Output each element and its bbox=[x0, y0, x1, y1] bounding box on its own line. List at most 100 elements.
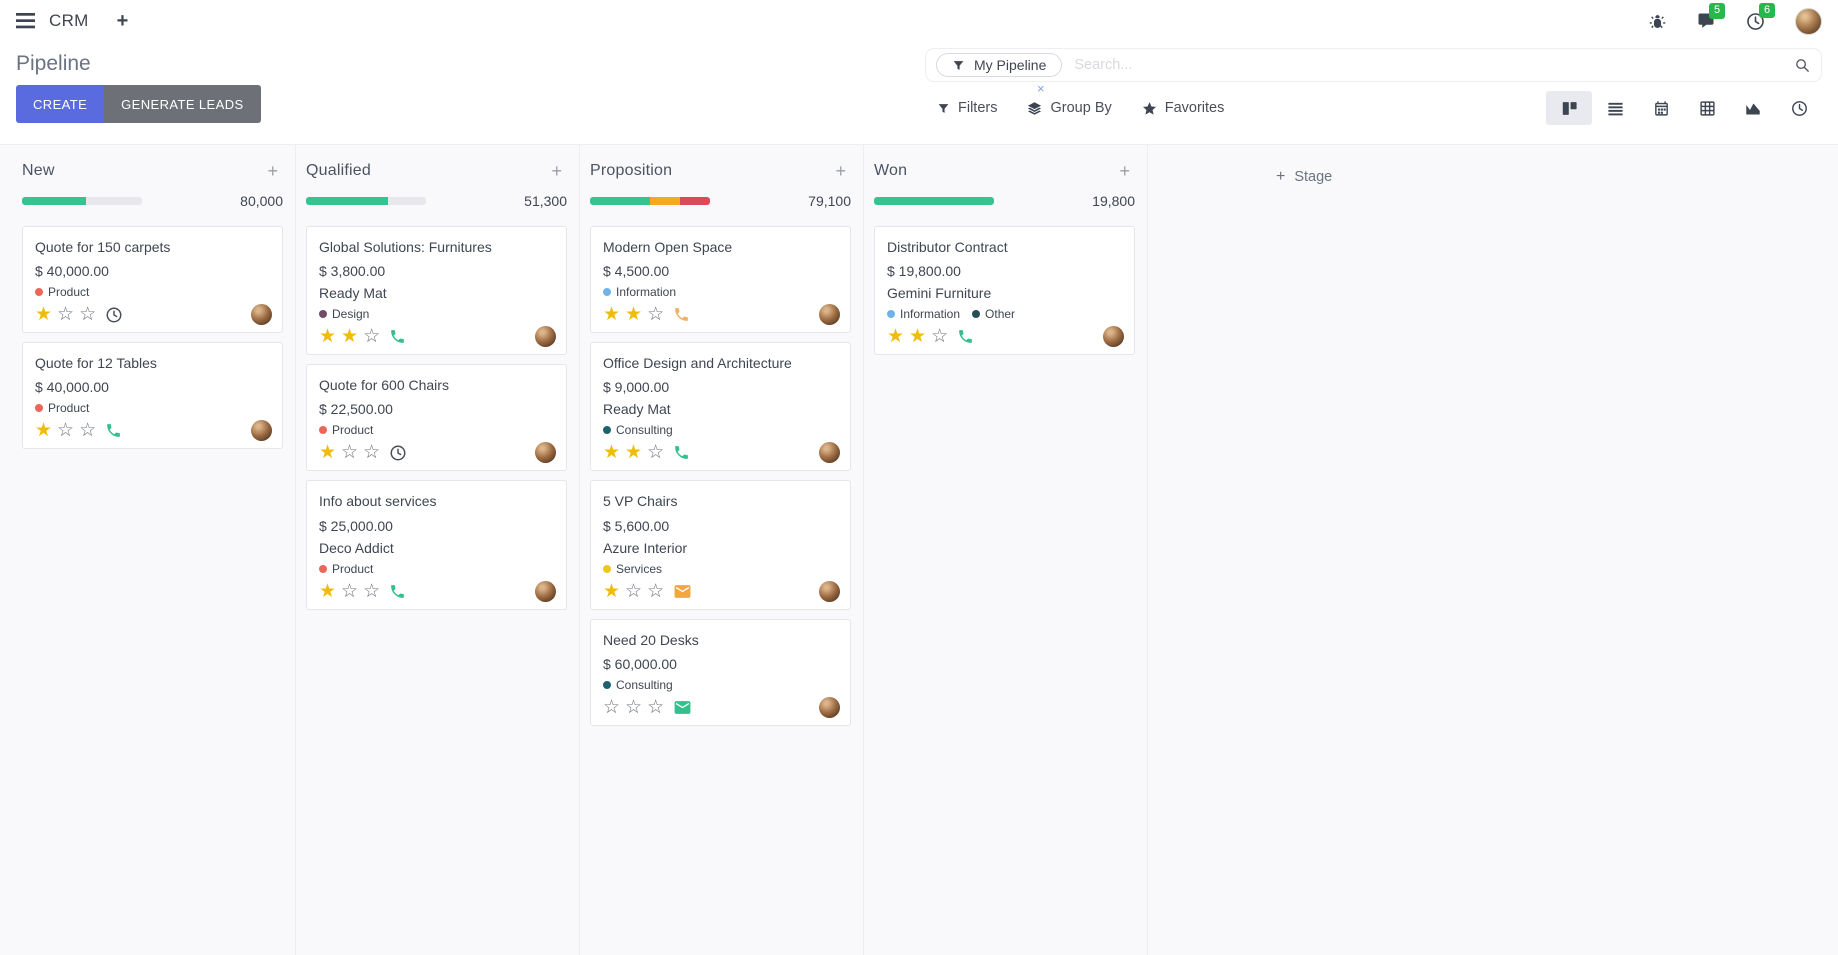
opportunity-card[interactable]: Global Solutions: Furnitures $ 3,800.00 Re… bbox=[306, 226, 567, 356]
view-activity-button[interactable] bbox=[1776, 91, 1822, 125]
add-stage-button[interactable]: + Stage bbox=[1268, 163, 1340, 191]
progress-segment[interactable] bbox=[306, 197, 388, 205]
group-by-button[interactable]: Group By bbox=[1027, 100, 1112, 116]
priority-star[interactable]: ★ bbox=[603, 442, 621, 464]
priority-star[interactable]: ★ bbox=[319, 442, 337, 464]
messages-icon[interactable]: 5 bbox=[1696, 3, 1726, 30]
priority-star[interactable]: ★ bbox=[35, 420, 53, 442]
menu-icon[interactable] bbox=[16, 13, 35, 29]
view-list-button[interactable] bbox=[1592, 91, 1638, 125]
search-input[interactable] bbox=[1074, 57, 1794, 73]
salesperson-avatar[interactable] bbox=[535, 326, 556, 348]
priority-star[interactable]: ★ bbox=[887, 326, 905, 348]
priority-star[interactable]: ☆ bbox=[647, 696, 665, 718]
user-avatar[interactable] bbox=[1795, 7, 1822, 35]
priority-star[interactable]: ☆ bbox=[647, 442, 665, 464]
salesperson-avatar[interactable] bbox=[819, 580, 840, 602]
priority-star[interactable]: ☆ bbox=[625, 696, 643, 718]
priority-star[interactable]: ☆ bbox=[625, 580, 643, 602]
opportunity-card[interactable]: Office Design and Architecture $ 9,000.00… bbox=[590, 342, 851, 472]
priority-star[interactable]: ☆ bbox=[363, 326, 381, 348]
priority-star[interactable]: ★ bbox=[319, 326, 337, 348]
clock-icon[interactable] bbox=[105, 306, 123, 324]
priority-star[interactable]: ☆ bbox=[363, 580, 381, 602]
priority-star[interactable]: ☆ bbox=[647, 304, 665, 326]
phone-icon[interactable] bbox=[673, 444, 690, 461]
priority-star[interactable]: ☆ bbox=[79, 304, 97, 326]
opportunity-card[interactable]: Info about services $ 25,000.00 Deco Addic… bbox=[306, 480, 567, 610]
envelope-icon[interactable] bbox=[673, 582, 692, 601]
new-window-icon[interactable]: + bbox=[116, 10, 129, 32]
view-graph-button[interactable] bbox=[1730, 91, 1776, 125]
priority-star[interactable]: ★ bbox=[625, 442, 643, 464]
clock-icon[interactable] bbox=[389, 444, 407, 462]
opportunity-card[interactable]: Quote for 600 Chairs $ 22,500.00 Product ★ ☆… bbox=[306, 364, 567, 472]
progress-segment[interactable] bbox=[22, 197, 86, 205]
priority-star[interactable]: ☆ bbox=[57, 420, 75, 442]
salesperson-avatar[interactable] bbox=[251, 304, 272, 326]
priority-star[interactable]: ☆ bbox=[57, 304, 75, 326]
opportunity-card[interactable]: Modern Open Space $ 4,500.00 Information ★ ★… bbox=[590, 226, 851, 334]
priority-star[interactable]: ☆ bbox=[363, 442, 381, 464]
priority-star[interactable]: ★ bbox=[909, 326, 927, 348]
progress-segment[interactable] bbox=[874, 197, 994, 205]
priority-star[interactable]: ☆ bbox=[341, 580, 359, 602]
opportunity-card[interactable]: Quote for 12 Tables $ 40,000.00 Product ★ ☆ ☆ bbox=[22, 342, 283, 450]
create-button[interactable]: CREATE bbox=[16, 85, 105, 123]
view-pivot-button[interactable] bbox=[1684, 91, 1730, 125]
salesperson-avatar[interactable] bbox=[819, 696, 840, 718]
phone-icon[interactable] bbox=[105, 422, 122, 439]
activities-icon[interactable]: 6 bbox=[1746, 2, 1776, 31]
search-facet[interactable]: My Pipeline bbox=[936, 53, 1063, 77]
envelope-icon[interactable] bbox=[673, 698, 692, 717]
search-bar[interactable]: My Pipeline bbox=[925, 48, 1822, 82]
search-icon[interactable] bbox=[1794, 57, 1811, 74]
opportunity-card[interactable]: 5 VP Chairs $ 5,600.00 Azure Interior Servi… bbox=[590, 480, 851, 610]
phone-icon[interactable] bbox=[957, 328, 974, 345]
bug-icon[interactable] bbox=[1649, 13, 1666, 30]
salesperson-avatar[interactable] bbox=[535, 580, 556, 602]
filters-button[interactable]: Filters bbox=[937, 100, 997, 116]
salesperson-avatar[interactable] bbox=[819, 304, 840, 326]
opportunity-card[interactable]: Distributor Contract $ 19,800.00 Gemini Fu… bbox=[874, 226, 1135, 356]
priority-star[interactable]: ☆ bbox=[79, 420, 97, 442]
quick-create-icon[interactable]: + bbox=[267, 161, 278, 181]
facet-remove-icon[interactable]: × bbox=[1037, 81, 1045, 96]
phone-icon[interactable] bbox=[673, 306, 690, 323]
phone-icon[interactable] bbox=[389, 328, 406, 345]
priority-star[interactable]: ★ bbox=[603, 580, 621, 602]
priority-star[interactable]: ☆ bbox=[603, 696, 621, 718]
priority-star[interactable]: ★ bbox=[625, 304, 643, 326]
priority-star[interactable]: ☆ bbox=[341, 442, 359, 464]
opportunity-card[interactable]: Need 20 Desks $ 60,000.00 Consulting ☆ ☆ ☆ bbox=[590, 618, 851, 726]
quick-create-icon[interactable]: + bbox=[551, 161, 562, 181]
priority-star[interactable]: ☆ bbox=[931, 326, 949, 348]
stage-progressbar[interactable] bbox=[306, 197, 426, 205]
stage-progressbar[interactable] bbox=[590, 197, 710, 205]
view-kanban-button[interactable] bbox=[1546, 91, 1592, 125]
priority-star[interactable]: ☆ bbox=[647, 580, 665, 602]
progress-segment[interactable] bbox=[650, 197, 680, 205]
priority-star[interactable]: ★ bbox=[603, 304, 621, 326]
quick-create-icon[interactable]: + bbox=[1119, 161, 1130, 181]
salesperson-avatar[interactable] bbox=[819, 442, 840, 464]
progress-segment[interactable] bbox=[590, 197, 650, 205]
priority-star[interactable]: ★ bbox=[319, 580, 337, 602]
view-calendar-button[interactable] bbox=[1638, 91, 1684, 125]
salesperson-avatar[interactable] bbox=[535, 442, 556, 464]
generate-leads-button[interactable]: GENERATE LEADS bbox=[104, 85, 261, 123]
opportunity-card[interactable]: Quote for 150 carpets $ 40,000.00 Product ★… bbox=[22, 226, 283, 334]
salesperson-avatar[interactable] bbox=[1103, 326, 1124, 348]
salesperson-avatar[interactable] bbox=[251, 420, 272, 442]
card-amount: $ 9,000.00 bbox=[603, 379, 670, 396]
app-name[interactable]: CRM bbox=[49, 11, 89, 30]
priority-star[interactable]: ★ bbox=[341, 326, 359, 348]
stage-progressbar[interactable] bbox=[22, 197, 142, 205]
progress-segment[interactable] bbox=[680, 197, 710, 205]
priority-star[interactable]: ★ bbox=[35, 304, 53, 326]
quick-create-icon[interactable]: + bbox=[835, 161, 846, 181]
phone-icon[interactable] bbox=[389, 583, 406, 600]
stage-progressbar[interactable] bbox=[874, 197, 994, 205]
favorites-button[interactable]: Favorites bbox=[1142, 100, 1224, 116]
card-amount: $ 4,500.00 bbox=[603, 263, 670, 280]
